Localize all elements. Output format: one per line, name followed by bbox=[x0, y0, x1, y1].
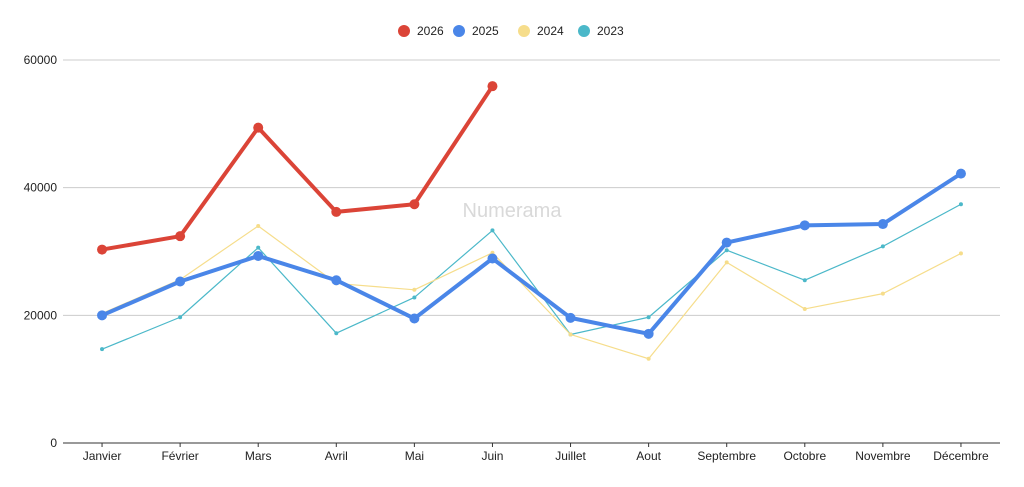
legend-item-2023: 2023 bbox=[578, 24, 624, 38]
x-tick-label: Novembre bbox=[855, 449, 911, 463]
series-layer bbox=[97, 81, 966, 361]
y-axis: 0 20000 40000 60000 bbox=[24, 53, 58, 450]
x-tick-label: Juillet bbox=[555, 449, 586, 463]
data-point-2026 bbox=[409, 199, 420, 210]
data-point-2025 bbox=[253, 250, 264, 261]
data-point-2023 bbox=[256, 245, 261, 250]
data-point-2025 bbox=[175, 276, 186, 287]
data-point-2023 bbox=[646, 315, 651, 320]
data-point-2025 bbox=[643, 328, 654, 339]
data-point-2024 bbox=[802, 306, 807, 311]
x-tick-label: Octobre bbox=[783, 449, 826, 463]
data-point-2023 bbox=[100, 347, 105, 352]
data-point-2023 bbox=[880, 244, 885, 249]
series-line-2024 bbox=[101, 225, 962, 360]
x-tick-label: Avril bbox=[325, 449, 348, 463]
x-tick-label: Décembre bbox=[933, 449, 989, 463]
x-tick-label: Mars bbox=[245, 449, 272, 463]
data-point-2024 bbox=[568, 332, 573, 337]
data-point-2026 bbox=[175, 231, 186, 242]
data-point-2023 bbox=[490, 228, 495, 233]
series-2026 bbox=[97, 81, 498, 255]
data-point-2024 bbox=[880, 291, 885, 296]
data-point-2025 bbox=[955, 168, 966, 179]
legend-label: 2025 bbox=[472, 24, 499, 38]
legend-label: 2024 bbox=[537, 24, 564, 38]
data-point-2024 bbox=[646, 356, 651, 361]
data-point-2023 bbox=[958, 202, 963, 207]
x-tick-label: Janvier bbox=[83, 449, 122, 463]
data-point-2026 bbox=[253, 122, 264, 133]
data-point-2024 bbox=[958, 251, 963, 256]
data-point-2026 bbox=[97, 244, 108, 255]
data-point-2023 bbox=[802, 278, 807, 283]
legend-item-2025: 2025 bbox=[453, 24, 499, 38]
x-tick-label: Aout bbox=[636, 449, 661, 463]
data-point-2025 bbox=[565, 312, 576, 323]
legend-label: 2026 bbox=[417, 24, 444, 38]
data-point-2025 bbox=[799, 220, 810, 231]
data-point-2023 bbox=[412, 295, 417, 300]
y-tick-label: 60000 bbox=[24, 53, 58, 67]
gridlines bbox=[63, 59, 1000, 316]
legend-marker bbox=[518, 25, 530, 37]
y-tick-label: 0 bbox=[50, 436, 57, 450]
x-tick-label: Septembre bbox=[697, 449, 756, 463]
y-tick-label: 20000 bbox=[24, 308, 58, 322]
data-point-2024 bbox=[724, 260, 729, 265]
legend-marker bbox=[398, 25, 410, 37]
watermark: Numerama bbox=[463, 200, 563, 222]
y-tick-label: 40000 bbox=[24, 181, 58, 195]
x-tick-label: Juin bbox=[481, 449, 503, 463]
data-point-2025 bbox=[409, 313, 420, 324]
data-point-2024 bbox=[412, 287, 417, 292]
data-point-2024 bbox=[256, 223, 261, 228]
data-point-2025 bbox=[97, 310, 108, 321]
data-point-2025 bbox=[877, 219, 888, 230]
data-point-2025 bbox=[721, 237, 732, 248]
legend: 2026 2025 2024 2023 bbox=[398, 24, 624, 38]
legend-label: 2023 bbox=[597, 24, 624, 38]
data-point-2023 bbox=[178, 315, 183, 320]
data-point-2025 bbox=[331, 275, 342, 286]
series-2024 bbox=[100, 223, 963, 361]
data-point-2025 bbox=[487, 253, 498, 264]
legend-marker bbox=[578, 25, 590, 37]
data-point-2026 bbox=[487, 81, 498, 92]
legend-item-2024: 2024 bbox=[518, 24, 564, 38]
legend-item-2026: 2026 bbox=[398, 24, 444, 38]
data-point-2023 bbox=[724, 248, 729, 253]
series-line-2026 bbox=[100, 84, 495, 252]
x-tick-label: Mai bbox=[405, 449, 424, 463]
series-2025 bbox=[97, 168, 966, 339]
data-point-2026 bbox=[331, 206, 342, 217]
x-tick-label: Février bbox=[161, 449, 198, 463]
data-point-2023 bbox=[334, 331, 339, 336]
x-axis: Janvier Février Mars Avril Mai Juin Juillet Aou… bbox=[63, 442, 1000, 463]
legend-marker bbox=[453, 25, 465, 37]
series-line-2025 bbox=[100, 171, 963, 336]
